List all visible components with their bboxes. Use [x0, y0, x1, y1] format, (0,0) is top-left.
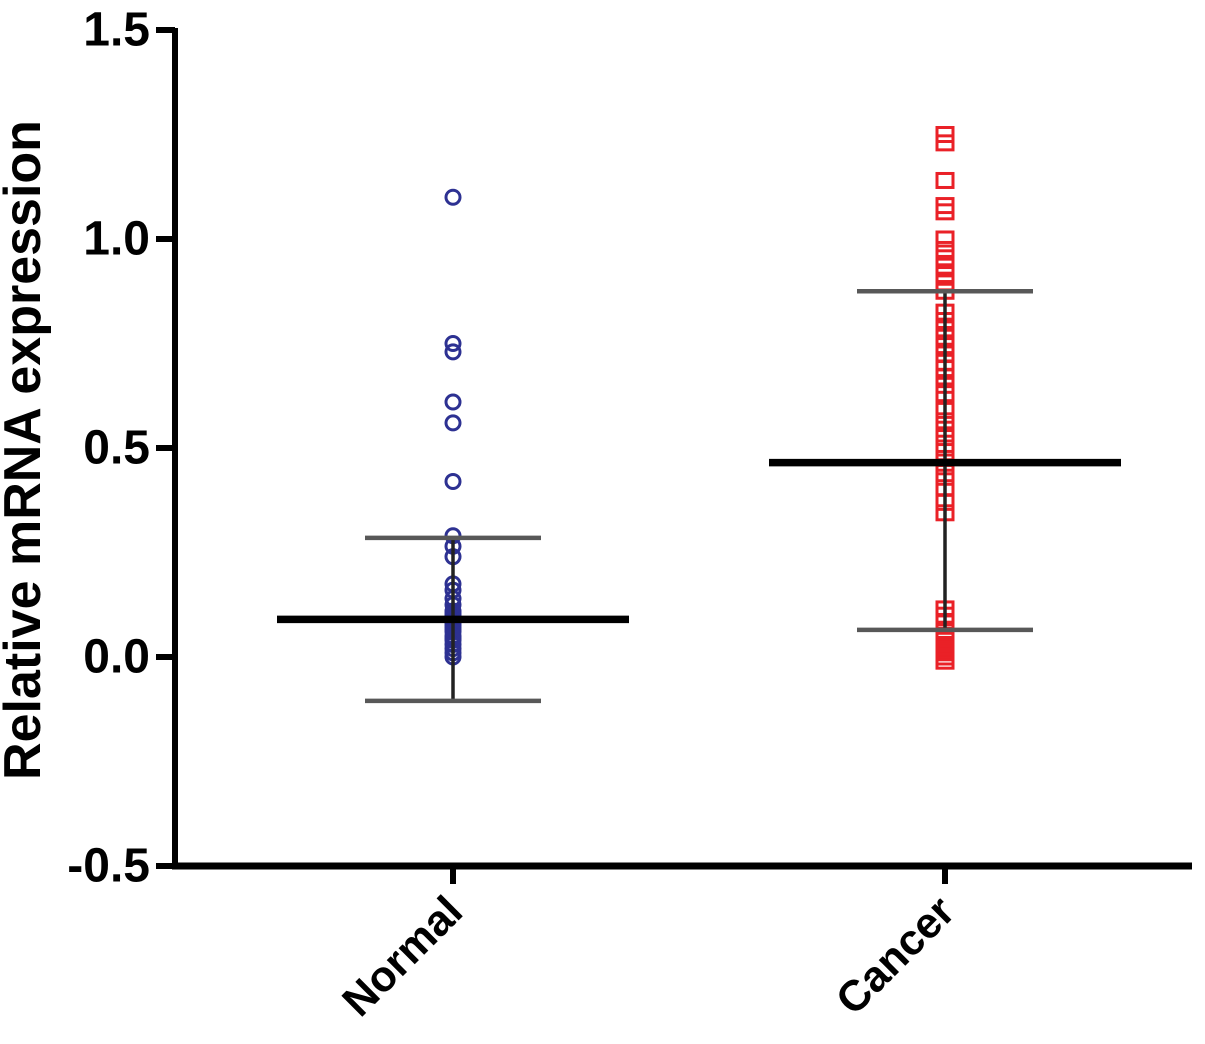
mean-and-error-bars — [277, 289, 1121, 704]
y-tick-label: -0.5 — [67, 840, 150, 893]
axis-labels: 1.5 1.0 0.5 0.0 -0.5 Normal Cancer — [67, 4, 964, 1026]
data-points — [444, 126, 955, 670]
normal-data-point — [444, 335, 462, 352]
cancer-data-point — [935, 230, 955, 248]
x-tick-label-normal: Normal — [333, 887, 472, 1026]
normal-data-point — [444, 343, 462, 361]
normal-data-point — [444, 393, 462, 411]
normal-data-point — [444, 188, 462, 206]
y-tick-label: 1.0 — [83, 213, 150, 266]
cancer-data-point — [935, 652, 955, 670]
cancer-data-point — [935, 203, 955, 221]
y-axis-label: Relative mRNA expression — [0, 120, 52, 780]
cancer-data-point — [935, 171, 955, 189]
x-tick-label-cancer: Cancer — [827, 887, 964, 1024]
y-tick-label: 0.0 — [83, 631, 150, 684]
normal-data-point — [444, 472, 462, 490]
axes — [156, 27, 1192, 884]
y-tick-label: 0.5 — [83, 422, 150, 475]
y-tick-label: 1.5 — [83, 4, 150, 57]
cancer-data-point — [935, 134, 955, 152]
normal-data-point — [444, 414, 462, 432]
